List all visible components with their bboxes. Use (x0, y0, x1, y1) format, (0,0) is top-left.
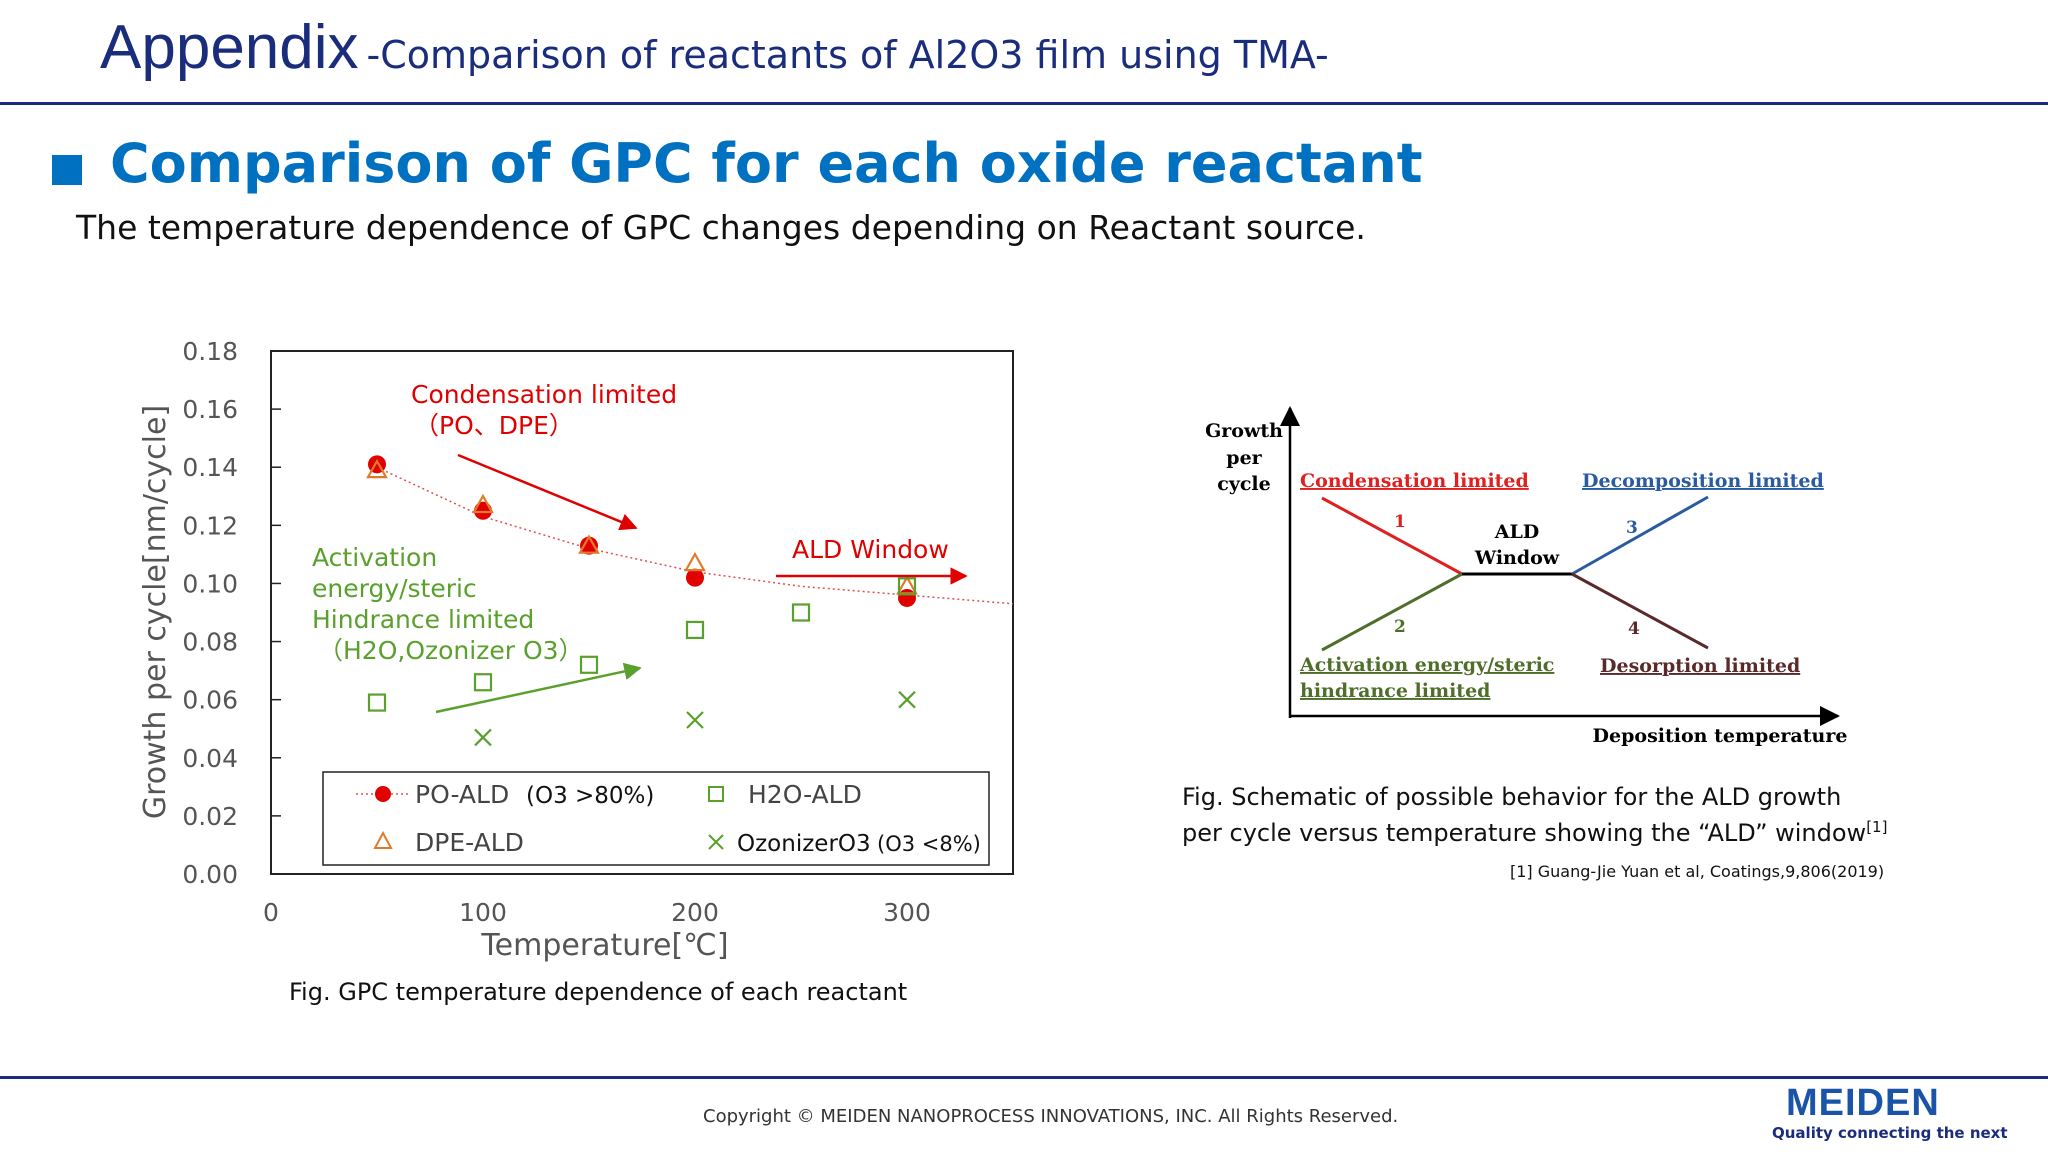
desorption-curve (1571, 572, 1709, 650)
schematic-ylabel-3: cycle (1217, 473, 1270, 495)
x-tick-label: 200 (671, 898, 719, 927)
legend-h2o-label: H2O-ALD (748, 780, 862, 809)
schematic-xlabel: Deposition temperature (1593, 725, 1848, 747)
data-point-h2o-ald (367, 693, 387, 712)
data-point-ozonizero3 (686, 711, 704, 729)
annotation-activation-2: energy/steric (312, 574, 477, 603)
annotation-condensation-sub: （PO、DPE） (414, 411, 574, 440)
label-activation-2: hindrance limited (1300, 680, 1490, 702)
curve-number-4: 4 (1628, 619, 1640, 639)
title-main: Appendix (100, 13, 359, 82)
figure2-caption: Fig. Schematic of possible behavior for … (1182, 782, 1887, 848)
data-point-h2o-ald (791, 603, 811, 622)
y-tick-label: 0.12 (182, 511, 238, 540)
label-condensation: Condensation limited (1300, 470, 1529, 492)
condensation-curve (1321, 496, 1463, 576)
curve-number-3: 3 (1626, 518, 1638, 538)
figure2-caption-line2: per cycle versus temperature showing the… (1182, 812, 1887, 848)
figure1-caption: Fig. GPC temperature dependence of each … (289, 978, 908, 1006)
data-point-po-ald (686, 568, 704, 587)
x-axis-label: Temperature[℃] (480, 928, 728, 963)
citation: [1] Guang-Jie Yuan et al, Coatings,9,806… (1510, 862, 1885, 881)
label-decomposition: Decomposition limited (1582, 470, 1824, 492)
curve-number-1: 1 (1394, 512, 1406, 532)
meiden-logo: MEIDEN (1786, 1082, 1940, 1124)
plot-frame (270, 350, 1014, 875)
data-point-dpe-ald (366, 458, 388, 479)
page-title: Appendix -Comparison of reactants of Al2O… (100, 12, 1329, 83)
data-point-h2o-ald (897, 577, 917, 596)
y-tick-label: 0.16 (182, 395, 238, 424)
data-point-dpe-ald (578, 534, 600, 554)
legend-box (322, 771, 990, 866)
annotation-condensation: Condensation limited (411, 380, 677, 409)
data-point-po-ald (898, 588, 916, 607)
condensation-arrow (457, 453, 638, 531)
data-point-h2o-ald (685, 620, 705, 640)
legend-h2o-marker (708, 786, 724, 802)
schematic-ylabel-1: Growth (1205, 420, 1283, 442)
copyright-text: Copyright © MEIDEN NANOPROCESS INNOVATIO… (703, 1106, 1399, 1127)
activation-curve (1321, 572, 1463, 652)
legend-po-marker (375, 786, 391, 802)
legend-po-label: PO-ALD (415, 780, 509, 809)
figure2-caption-ref: [1] (1866, 818, 1888, 836)
footer-divider (0, 1076, 2048, 1079)
x-tick-label: 0 (263, 898, 279, 927)
y-tick-label: 0.18 (182, 337, 238, 366)
label-activation-1: Activation energy/steric (1299, 654, 1554, 676)
section-title: Comparison of GPC for each oxide reactan… (110, 132, 1423, 195)
data-point-po-ald (580, 536, 598, 555)
bullet-square-icon (52, 155, 82, 185)
figure2-caption-line1: Fig. Schematic of possible behavior for … (1182, 783, 1842, 811)
data-point-ozonizero3 (898, 690, 916, 709)
ald-window-schematic: Growth per cycle Deposition temperature … (1205, 406, 1848, 747)
gpc-scatter-chart: 0.00 0.02 0.04 0.06 0.08 0.10 0.12 0.14 0.16 0.18… (138, 337, 1014, 963)
header-divider (0, 102, 2048, 105)
annotation-activation-3: Hindrance limited (312, 605, 534, 634)
figure2-caption-line2-text: per cycle versus temperature showing the… (1182, 819, 1867, 847)
legend-dpe-marker (373, 830, 393, 849)
y-tick-label: 0.04 (182, 744, 238, 773)
y-tick-label: 0.00 (182, 860, 238, 889)
decomposition-curve (1571, 495, 1709, 576)
y-tick-label: 0.08 (182, 628, 238, 657)
x-tick-label: 300 (883, 898, 931, 927)
legend: PO-ALD (O3 >80%) DPE-ALD H2O-ALD Ozonize… (322, 771, 990, 866)
data-point-dpe-ald (472, 493, 494, 514)
y-tick-label: 0.10 (182, 569, 238, 598)
legend-ozonizer-marker (708, 834, 724, 850)
legend-ozonizer-label: OzonizerO3 (737, 831, 871, 857)
annotation-activation-4: （H2O,Ozonizer O3） (318, 636, 584, 665)
data-point-h2o-ald (579, 655, 599, 674)
data-point-ozonizero3 (474, 728, 492, 747)
y-tick-label: 0.14 (182, 453, 238, 482)
activation-arrow (435, 662, 642, 714)
data-point-dpe-ald (684, 551, 706, 572)
x-tick-label: 100 (459, 898, 507, 927)
brand-tagline: Quality connecting the next (1772, 1124, 2008, 1142)
schematic-ylabel-2: per (1226, 447, 1262, 469)
y-tick-label: 0.02 (182, 802, 238, 831)
legend-po-note: (O3 >80%) (526, 783, 654, 809)
section-description: The temperature dependence of GPC change… (76, 208, 1366, 247)
legend-dpe-label: DPE-ALD (415, 828, 524, 857)
annotation-ald-window: ALD Window (792, 535, 949, 564)
label-ald-window-1: ALD (1494, 521, 1540, 543)
annotation-activation-1: Activation (312, 543, 437, 572)
data-point-po-ald (474, 501, 492, 520)
label-desorption: Desorption limited (1600, 655, 1800, 677)
legend-ozonizer-note: (O3 <8%) (877, 832, 981, 856)
data-point-h2o-ald (473, 673, 493, 692)
curve-number-2: 2 (1394, 617, 1406, 637)
y-tick-label: 0.06 (182, 686, 238, 715)
title-subtitle: -Comparison of reactants of Al2O3 film u… (366, 33, 1329, 77)
y-axis-label: Growth per cycle[nm/cycle] (138, 405, 173, 819)
label-ald-window-2: Window (1474, 547, 1560, 569)
